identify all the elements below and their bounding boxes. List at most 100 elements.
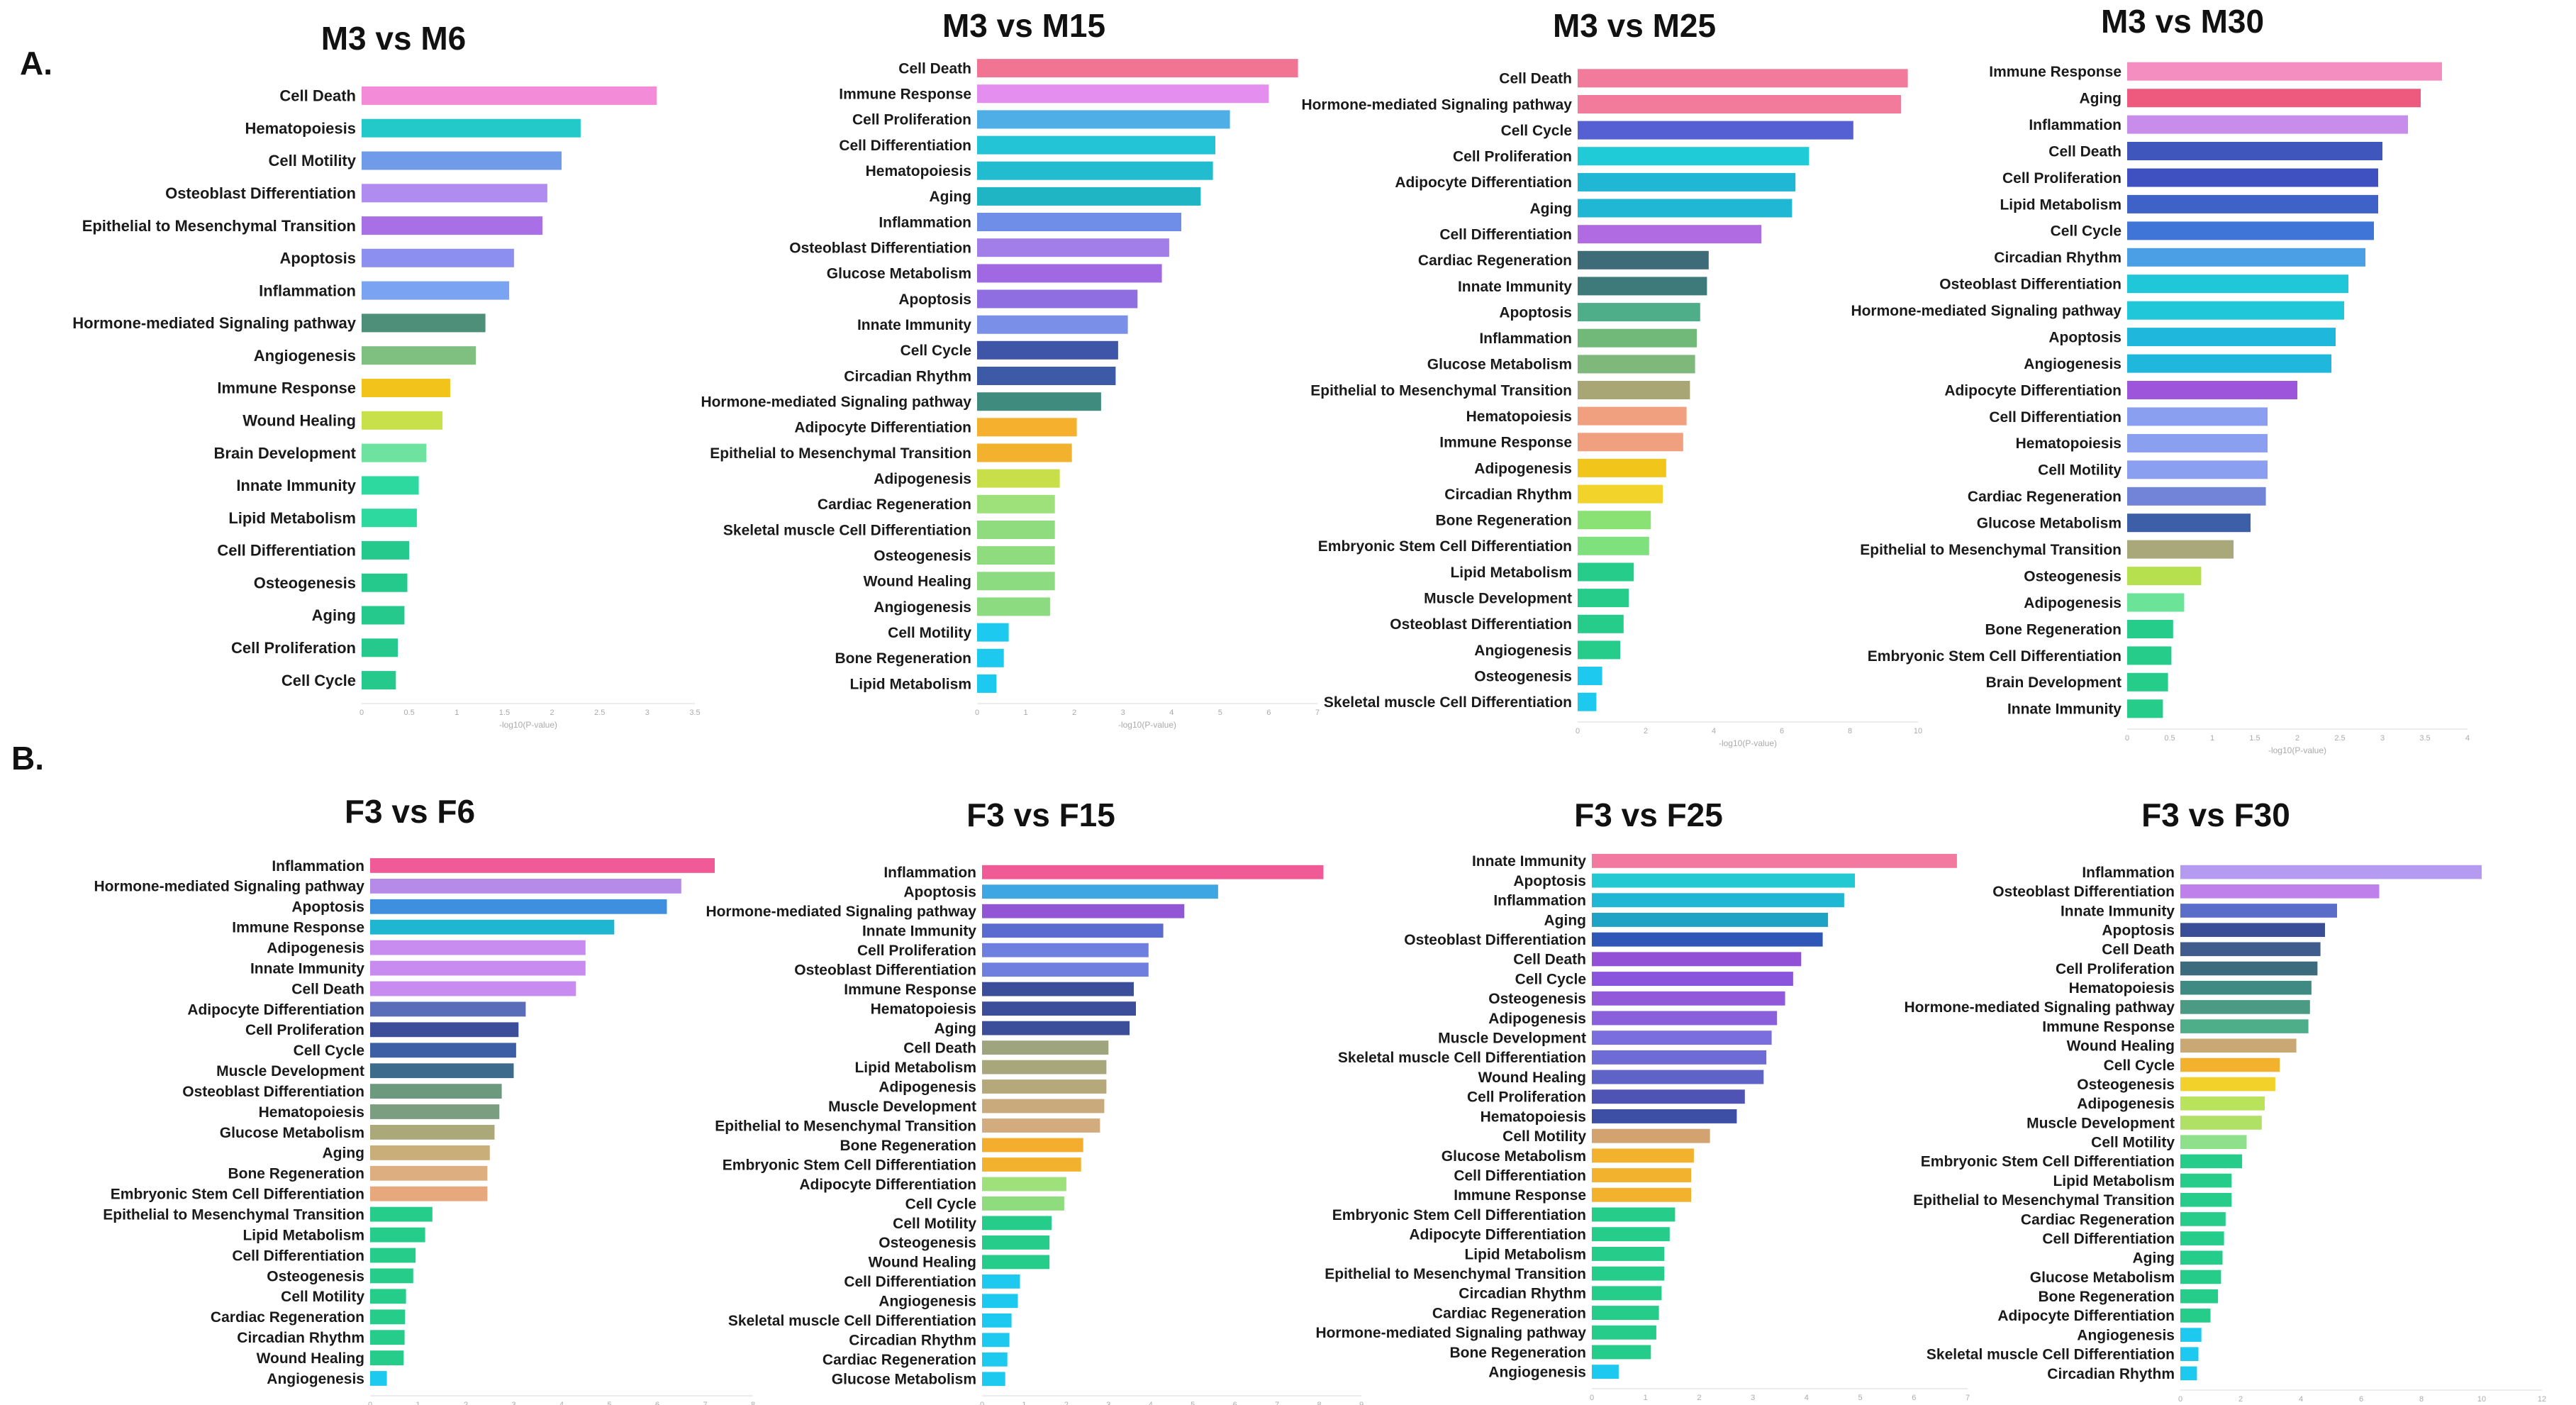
bar	[2180, 1057, 2280, 1072]
category-label: Wound Healing	[257, 1350, 364, 1367]
category-label: Lipid Metabolism	[1464, 1246, 1586, 1262]
bar	[1578, 692, 1597, 711]
category-label: Innate Immunity	[862, 923, 976, 940]
category-label: Cardiac Regeneration	[1432, 1305, 1586, 1321]
category-label: Aging	[312, 606, 356, 624]
x-tick-label: 7	[703, 1401, 707, 1405]
bar	[1592, 1011, 1778, 1026]
bar	[982, 1313, 1012, 1328]
category-label: Innate Immunity	[250, 960, 364, 977]
category-label: Circadian Rhythm	[1994, 250, 2121, 266]
x-tick-label: 0	[975, 709, 979, 717]
bar	[370, 899, 667, 914]
bar	[2127, 646, 2172, 665]
bar	[1578, 511, 1651, 530]
category-label: Bone Regeneration	[2038, 1289, 2175, 1305]
bar	[1578, 199, 1792, 218]
bar	[1578, 277, 1707, 296]
x-tick-label: 3	[2380, 734, 2385, 743]
bar	[977, 623, 1009, 642]
bar	[982, 1040, 1109, 1055]
bar	[1578, 458, 1666, 477]
bar	[2127, 274, 2348, 294]
x-tick-label: 2	[2295, 734, 2299, 743]
x-tick-label: 0	[2125, 734, 2129, 743]
bar	[370, 1022, 519, 1038]
bar	[2127, 168, 2378, 187]
x-tick-label: 4	[1712, 727, 1716, 735]
bar	[370, 1268, 413, 1284]
bar	[977, 110, 1230, 129]
category-label: Wound Healing	[869, 1255, 976, 1271]
category-label: Aging	[323, 1145, 364, 1162]
x-tick-label: 1	[1024, 709, 1028, 717]
category-label: Innate Immunity	[1472, 853, 1586, 870]
x-tick-label: 0	[1590, 1394, 1594, 1402]
x-tick-label: 3	[645, 709, 649, 717]
bar	[362, 313, 486, 333]
bar	[370, 1289, 406, 1304]
bar	[2127, 672, 2168, 692]
bar	[977, 546, 1055, 565]
category-label: Embryonic Stem Cell Differentiation	[1318, 538, 1572, 555]
category-label: Circadian Rhythm	[849, 1333, 976, 1349]
bar	[370, 1371, 387, 1386]
bar	[1578, 536, 1649, 555]
category-label: Adipogenesis	[2024, 595, 2121, 611]
bar	[2127, 301, 2344, 320]
category-label: Lipid Metabolism	[2053, 1173, 2175, 1189]
category-label: Cardiac Regeneration	[1968, 489, 2121, 505]
bar	[977, 289, 1138, 309]
x-tick-label: 2	[550, 709, 554, 717]
category-label: Cell Cycle	[901, 343, 971, 359]
bar	[2180, 1193, 2232, 1207]
category-label: Osteogenesis	[267, 1268, 364, 1284]
bar	[370, 1104, 500, 1119]
category-label: Lipid Metabolism	[228, 509, 356, 527]
x-tick-label: 4	[559, 1401, 564, 1405]
bar	[2180, 961, 2318, 976]
bar	[1578, 147, 1810, 166]
bar	[1578, 355, 1695, 374]
category-label: Cell Differentiation	[217, 542, 356, 560]
x-tick-label: 6	[1233, 1401, 1237, 1405]
x-tick-label: 2.5	[2334, 734, 2345, 743]
bar	[2127, 567, 2202, 586]
category-label: Glucose Metabolism	[827, 266, 971, 282]
category-label: Inflammation	[883, 865, 976, 881]
bar	[977, 674, 997, 693]
category-label: Aging	[1530, 201, 1572, 217]
category-label: Cell Death	[2048, 143, 2121, 160]
category-label: Angiogenesis	[267, 1371, 364, 1387]
category-label: Cell Motility	[2091, 1135, 2175, 1151]
x-tick-label: 2	[2238, 1395, 2243, 1404]
category-label: Inflammation	[2082, 865, 2175, 881]
bar	[370, 879, 681, 894]
category-label: Angiogenesis	[2077, 1327, 2175, 1343]
category-label: Hematopoiesis	[1466, 409, 1572, 425]
category-label: Skeletal muscle Cell Differentiation	[723, 522, 971, 538]
chart-7: F3 vs F25 Innate Immunity Apoptosis Inflamm…	[1315, 796, 1970, 1402]
bar	[2180, 942, 2321, 957]
bar	[1592, 1109, 1737, 1123]
bar	[1592, 1266, 1665, 1281]
chart-4: M3 vs M30 Immune Response Aging Inflammatio…	[1851, 3, 2470, 755]
x-tick-label: 7	[1275, 1401, 1279, 1405]
category-label: Adipogenesis	[1474, 460, 1572, 477]
category-label: Cell Death	[291, 981, 364, 997]
category-label: Osteoblast Differentiation	[1404, 932, 1586, 948]
category-label: Cardiac Regeneration	[818, 496, 971, 513]
bar	[362, 671, 396, 690]
category-label: Cell Motility	[269, 152, 357, 170]
bar	[1592, 1227, 1670, 1242]
category-label: Hormone-mediated Signaling pathway	[706, 904, 976, 920]
bar	[982, 962, 1149, 977]
x-tick-label: 0	[359, 709, 364, 717]
category-label: Hormone-mediated Signaling pathway	[1301, 96, 1572, 113]
bar	[1592, 1148, 1694, 1163]
category-label: Adipogenesis	[874, 471, 971, 487]
category-label: Circadian Rhythm	[1444, 487, 1572, 503]
category-label: Epithelial to Mesenchymal Transition	[710, 445, 971, 462]
bar	[1592, 932, 1823, 947]
category-label: Hormone-mediated Signaling pathway	[1904, 999, 2175, 1016]
